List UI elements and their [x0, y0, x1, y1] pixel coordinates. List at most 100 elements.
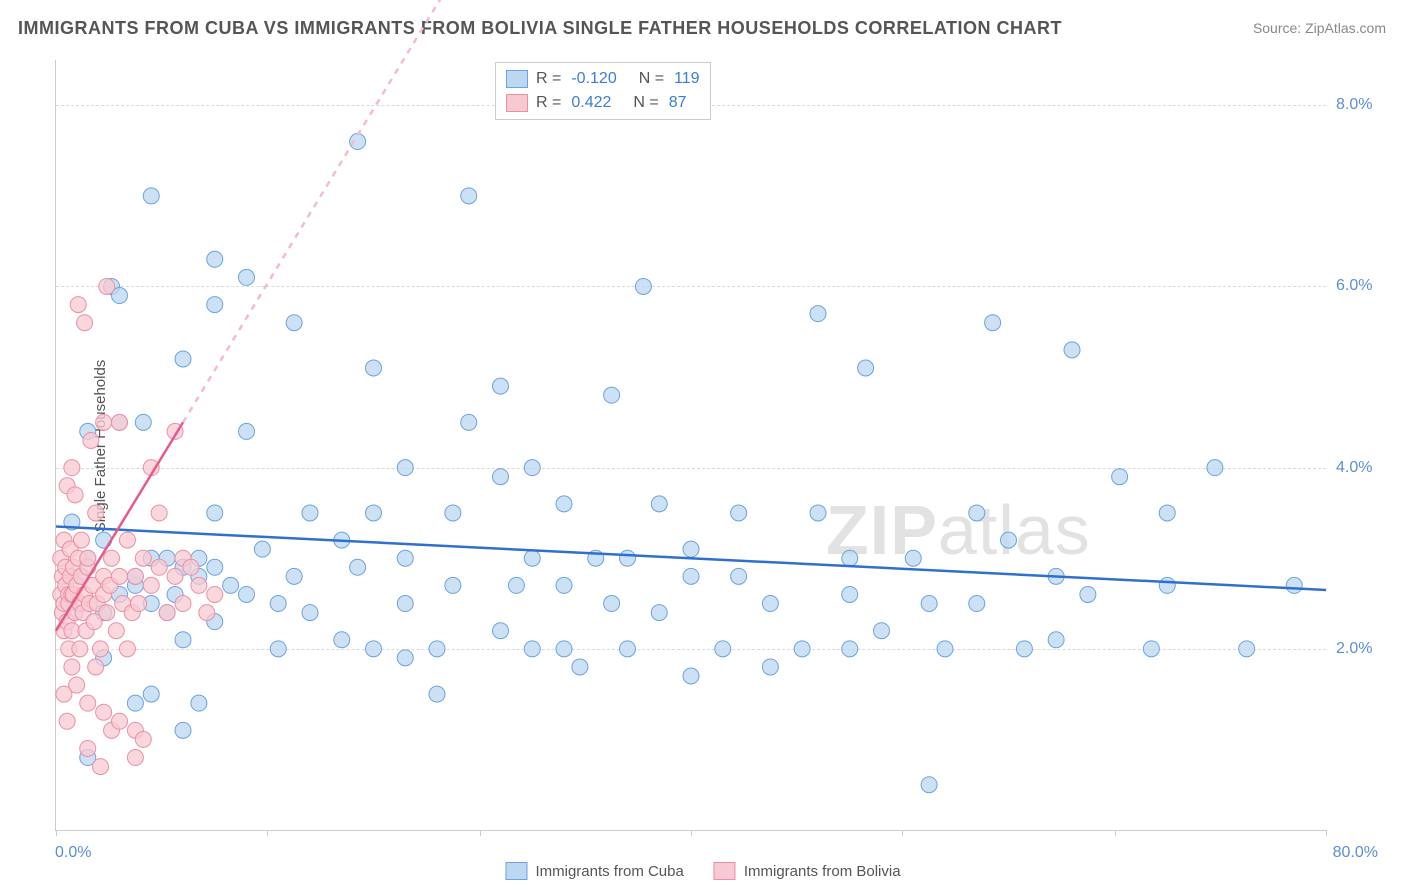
- data-point-cuba: [1239, 641, 1255, 657]
- data-point-cuba: [874, 623, 890, 639]
- x-tick: [691, 830, 692, 836]
- data-point-cuba: [175, 351, 191, 367]
- data-point-cuba: [366, 641, 382, 657]
- data-point-bolivia: [151, 559, 167, 575]
- data-point-cuba: [572, 659, 588, 675]
- data-point-cuba: [445, 505, 461, 521]
- x-tick: [1326, 830, 1327, 836]
- data-point-bolivia: [64, 659, 80, 675]
- series-legend-item-bolivia: Immigrants from Bolivia: [714, 862, 901, 880]
- data-point-cuba: [524, 550, 540, 566]
- data-point-bolivia: [104, 550, 120, 566]
- data-point-bolivia: [88, 505, 104, 521]
- data-point-cuba: [985, 315, 1001, 331]
- data-point-cuba: [858, 360, 874, 376]
- corr-legend-row-cuba: R =-0.120N =119: [506, 67, 700, 91]
- data-point-cuba: [1048, 632, 1064, 648]
- data-point-bolivia: [112, 568, 128, 584]
- data-point-bolivia: [72, 641, 88, 657]
- data-point-cuba: [683, 541, 699, 557]
- data-point-bolivia: [99, 278, 115, 294]
- data-point-bolivia: [199, 605, 215, 621]
- data-point-bolivia: [99, 605, 115, 621]
- y-tick-label: 8.0%: [1336, 96, 1386, 114]
- data-point-cuba: [1143, 641, 1159, 657]
- legend-swatch-icon: [506, 94, 528, 112]
- data-point-cuba: [286, 315, 302, 331]
- data-point-cuba: [366, 360, 382, 376]
- data-point-cuba: [127, 695, 143, 711]
- data-point-cuba: [794, 641, 810, 657]
- series-label: Immigrants from Cuba: [535, 863, 683, 880]
- data-point-cuba: [493, 623, 509, 639]
- data-point-cuba: [143, 686, 159, 702]
- data-point-cuba: [556, 641, 572, 657]
- plot-area: 2.0%4.0%6.0%8.0% ZIPatlas: [55, 60, 1326, 831]
- y-tick-label: 4.0%: [1336, 459, 1386, 477]
- data-point-cuba: [921, 596, 937, 612]
- series-legend-item-cuba: Immigrants from Cuba: [505, 862, 683, 880]
- data-point-bolivia: [59, 713, 75, 729]
- data-point-bolivia: [80, 740, 96, 756]
- data-point-cuba: [1016, 641, 1032, 657]
- data-point-bolivia: [119, 641, 135, 657]
- data-point-bolivia: [143, 577, 159, 593]
- data-point-bolivia: [183, 559, 199, 575]
- chart-title: IMMIGRANTS FROM CUBA VS IMMIGRANTS FROM …: [18, 18, 1062, 39]
- legend-swatch-icon: [506, 70, 528, 88]
- data-point-cuba: [842, 550, 858, 566]
- series-legend: Immigrants from Cuba Immigrants from Boli…: [505, 862, 900, 880]
- legend-swatch-icon: [505, 862, 527, 880]
- data-point-bolivia: [167, 568, 183, 584]
- r-value: -0.120: [571, 70, 616, 88]
- data-point-cuba: [239, 269, 255, 285]
- data-point-cuba: [493, 378, 509, 394]
- data-point-bolivia: [80, 695, 96, 711]
- data-point-bolivia: [108, 623, 124, 639]
- x-tick: [267, 830, 268, 836]
- data-point-bolivia: [159, 605, 175, 621]
- data-point-cuba: [651, 605, 667, 621]
- data-point-cuba: [731, 568, 747, 584]
- data-point-cuba: [397, 596, 413, 612]
- correlation-legend: R =-0.120N =119R =0.422N =87: [495, 62, 711, 120]
- data-point-cuba: [223, 577, 239, 593]
- data-point-cuba: [254, 541, 270, 557]
- data-point-cuba: [937, 641, 953, 657]
- data-point-cuba: [135, 414, 151, 430]
- data-point-bolivia: [175, 596, 191, 612]
- data-point-cuba: [762, 659, 778, 675]
- data-point-bolivia: [88, 659, 104, 675]
- data-point-bolivia: [119, 532, 135, 548]
- data-point-cuba: [239, 423, 255, 439]
- r-label: R =: [536, 94, 561, 112]
- data-point-cuba: [270, 596, 286, 612]
- x-tick-80: 80.0%: [1333, 844, 1378, 862]
- chart-container: IMMIGRANTS FROM CUBA VS IMMIGRANTS FROM …: [0, 0, 1406, 892]
- n-label: N =: [639, 70, 664, 88]
- data-point-cuba: [1207, 460, 1223, 476]
- data-point-bolivia: [67, 487, 83, 503]
- data-point-cuba: [175, 632, 191, 648]
- data-point-cuba: [508, 577, 524, 593]
- r-label: R =: [536, 70, 561, 88]
- x-tick: [56, 830, 57, 836]
- data-point-cuba: [350, 559, 366, 575]
- data-point-cuba: [270, 641, 286, 657]
- data-point-cuba: [921, 777, 937, 793]
- data-point-cuba: [524, 460, 540, 476]
- r-value: 0.422: [571, 94, 611, 112]
- series-label: Immigrants from Bolivia: [744, 863, 901, 880]
- data-point-cuba: [1001, 532, 1017, 548]
- data-point-bolivia: [127, 568, 143, 584]
- data-point-cuba: [397, 460, 413, 476]
- data-point-cuba: [620, 550, 636, 566]
- data-point-bolivia: [96, 704, 112, 720]
- corr-legend-row-bolivia: R =0.422N =87: [506, 91, 700, 115]
- data-point-cuba: [524, 641, 540, 657]
- data-point-cuba: [810, 505, 826, 521]
- data-point-cuba: [143, 188, 159, 204]
- data-point-cuba: [239, 586, 255, 602]
- data-point-bolivia: [83, 432, 99, 448]
- data-point-bolivia: [92, 759, 108, 775]
